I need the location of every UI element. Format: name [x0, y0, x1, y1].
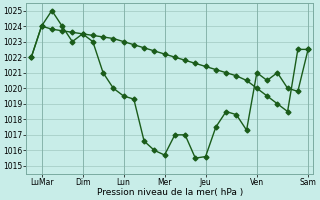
X-axis label: Pression niveau de la mer( hPa ): Pression niveau de la mer( hPa ) — [97, 188, 243, 197]
